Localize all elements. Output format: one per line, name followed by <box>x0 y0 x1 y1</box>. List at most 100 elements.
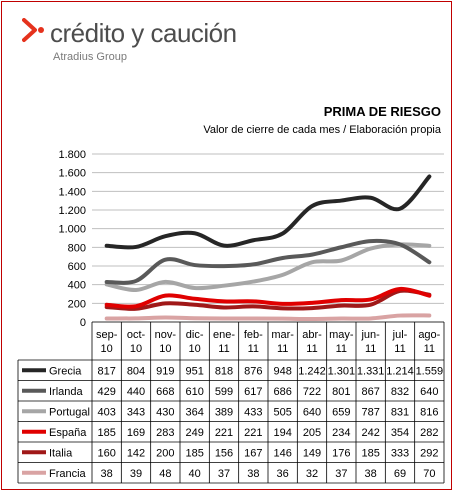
data-label: 40 <box>189 468 201 480</box>
x-tick-label: 11 <box>424 343 435 355</box>
data-label: 38 <box>247 468 259 480</box>
data-label: 1.214 <box>386 365 414 377</box>
y-tick-label: 1.000 <box>58 224 86 236</box>
data-label: 185 <box>185 447 203 459</box>
logo-group-text: Atradius Group <box>53 51 127 63</box>
data-label: 292 <box>420 447 438 459</box>
data-label: 668 <box>156 386 174 398</box>
data-label: 167 <box>244 447 262 459</box>
x-tick-label: 11 <box>306 343 317 355</box>
data-label: 804 <box>127 365 145 377</box>
data-label: 234 <box>332 427 350 439</box>
data-label: 818 <box>215 365 233 377</box>
data-label: 39 <box>130 468 142 480</box>
x-tick-label: 10 <box>159 343 171 355</box>
data-label: 867 <box>361 386 379 398</box>
series-line-espaa <box>104 286 432 309</box>
series-line-portugal <box>104 242 432 292</box>
y-tick-label: 1.600 <box>58 168 86 180</box>
legend-label: Francia <box>49 468 87 480</box>
x-tick-label: 11 <box>336 343 347 355</box>
data-label: 32 <box>306 468 318 480</box>
data-label: 354 <box>391 427 409 439</box>
x-tick-label: 10 <box>130 343 142 355</box>
x-tick-label: 10 <box>101 343 113 355</box>
data-label: 640 <box>303 406 321 418</box>
x-tick-label: may- <box>329 329 354 341</box>
data-label: 38 <box>365 468 377 480</box>
data-label: 686 <box>273 386 291 398</box>
data-label: 38 <box>101 468 113 480</box>
data-label: 640 <box>420 386 438 398</box>
data-label: 37 <box>335 468 347 480</box>
series-line-italia <box>104 288 432 311</box>
x-tick-label: 11 <box>248 343 259 355</box>
data-label: 831 <box>391 406 409 418</box>
data-label: 599 <box>215 386 233 398</box>
x-tick-label: dic- <box>186 329 204 341</box>
chart-title: PRIMA DE RIESGO <box>323 104 441 119</box>
x-tick-label: jul- <box>392 329 408 341</box>
data-label: 801 <box>332 386 350 398</box>
data-label: 205 <box>303 427 321 439</box>
series-line-francia <box>104 313 432 322</box>
data-label: 1.301 <box>328 365 356 377</box>
data-label: 948 <box>273 365 291 377</box>
data-label: 169 <box>127 427 145 439</box>
data-label: 36 <box>277 468 289 480</box>
x-tick-label: mar- <box>271 329 294 341</box>
legend-label: Portugal <box>49 406 90 418</box>
data-label: 149 <box>303 447 321 459</box>
y-tick-label: 600 <box>68 261 86 273</box>
legend-label: Irlanda <box>49 386 84 398</box>
data-label: 282 <box>420 427 438 439</box>
data-label: 146 <box>273 447 291 459</box>
data-label: 69 <box>394 468 406 480</box>
chart-subtitle: Valor de cierre de cada mes / Elaboració… <box>203 124 441 136</box>
legend-label: España <box>49 427 87 439</box>
data-label: 951 <box>185 365 203 377</box>
data-label: 1.242 <box>298 365 326 377</box>
data-label: 1.559 <box>416 365 444 377</box>
data-label: 333 <box>391 447 409 459</box>
data-label: 48 <box>159 468 171 480</box>
data-label: 176 <box>332 447 350 459</box>
y-tick-label: 200 <box>68 298 86 310</box>
data-label: 1.331 <box>357 365 385 377</box>
data-label: 919 <box>156 365 174 377</box>
data-label: 194 <box>273 427 291 439</box>
data-label: 242 <box>361 427 379 439</box>
x-tick-label: 11 <box>365 343 376 355</box>
x-tick-label: 11 <box>277 343 288 355</box>
data-label: 433 <box>244 406 262 418</box>
data-label: 722 <box>303 386 321 398</box>
series-line-irlanda <box>104 238 432 285</box>
data-label: 70 <box>423 468 435 480</box>
data-label: 249 <box>185 427 203 439</box>
y-tick-label: 800 <box>68 242 86 254</box>
x-tick-label: ene- <box>213 329 235 341</box>
y-tick-label: 1.800 <box>58 149 86 161</box>
x-tick-label: jun- <box>360 329 380 341</box>
data-label: 364 <box>185 406 203 418</box>
data-label: 200 <box>156 447 174 459</box>
data-label: 142 <box>127 447 145 459</box>
y-tick-label: 1.400 <box>58 186 86 198</box>
data-label: 185 <box>97 427 115 439</box>
series-line-grecia <box>104 174 432 250</box>
data-label: 832 <box>391 386 409 398</box>
data-label: 817 <box>97 365 115 377</box>
data-label: 160 <box>97 447 115 459</box>
x-tick-label: feb- <box>244 329 263 341</box>
data-label: 617 <box>244 386 262 398</box>
data-label: 221 <box>215 427 233 439</box>
x-tick-label: 11 <box>218 343 229 355</box>
data-label: 429 <box>97 386 115 398</box>
x-tick-label: abr- <box>302 329 322 341</box>
logo-arrow-icon <box>22 18 44 42</box>
data-label: 816 <box>420 406 438 418</box>
logo-brand-text: crédito y caución <box>50 18 237 48</box>
x-tick-label: 11 <box>394 343 405 355</box>
